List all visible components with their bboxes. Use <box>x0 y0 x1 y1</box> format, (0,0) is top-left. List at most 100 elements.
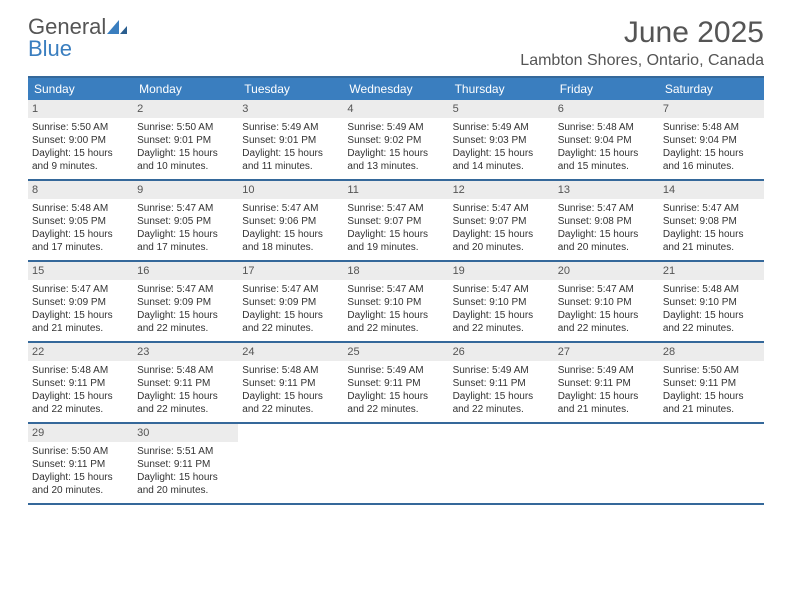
day-d2: and 15 minutes. <box>558 160 655 173</box>
day-24: 24 Sunrise: 5:48 AMSunset: 9:11 PMDayligh… <box>238 343 343 422</box>
day-sr: Sunrise: 5:48 AM <box>32 364 129 377</box>
day-12: 12Sunrise: 5:47 AMSunset: 9:07 PMDayligh… <box>449 181 554 260</box>
day-d2: and 21 minutes. <box>32 322 129 335</box>
day-ss: Sunset: 9:11 PM <box>663 377 760 390</box>
day-d1: Daylight: 15 hours <box>347 228 444 241</box>
day-d2: and 10 minutes. <box>137 160 234 173</box>
day-ss: Sunset: 9:01 PM <box>137 134 234 147</box>
day-sr: Sunrise: 5:47 AM <box>347 283 444 296</box>
day-d2: and 22 minutes. <box>558 322 655 335</box>
day-26: 26Sunrise: 5:49 AMSunset: 9:11 PMDayligh… <box>449 343 554 422</box>
day-sr: Sunrise: 5:49 AM <box>558 364 655 377</box>
day-number: 25 <box>343 343 448 361</box>
day-number: 4 <box>343 100 448 118</box>
day-sr: Sunrise: 5:47 AM <box>453 202 550 215</box>
day-d1: Daylight: 15 hours <box>32 471 129 484</box>
day-d1: Daylight: 15 hours <box>558 147 655 160</box>
day-ss: Sunset: 9:08 PM <box>558 215 655 228</box>
day-ss: Sunset: 9:11 PM <box>242 377 339 390</box>
day-d1: Daylight: 15 hours <box>32 390 129 403</box>
day-27: 27Sunrise: 5:49 AMSunset: 9:11 PMDayligh… <box>554 343 659 422</box>
day-sr: Sunrise: 5:48 AM <box>137 364 234 377</box>
day-d1: Daylight: 15 hours <box>137 471 234 484</box>
day-ss: Sunset: 9:11 PM <box>558 377 655 390</box>
dow-thursday: Thursday <box>449 78 554 100</box>
title-block: June 2025 Lambton Shores, Ontario, Canad… <box>520 16 764 70</box>
day-number: 19 <box>449 262 554 280</box>
day-d1: Daylight: 15 hours <box>137 147 234 160</box>
day-d1: Daylight: 15 hours <box>453 228 550 241</box>
day-number: 13 <box>554 181 659 199</box>
logo: General Blue <box>28 16 127 60</box>
day-sr: Sunrise: 5:50 AM <box>32 445 129 458</box>
dow-friday: Friday <box>554 78 659 100</box>
day-ss: Sunset: 9:05 PM <box>32 215 129 228</box>
day-d2: and 20 minutes. <box>32 484 129 497</box>
day-sr: Sunrise: 5:48 AM <box>663 283 760 296</box>
day-1: 1Sunrise: 5:50 AMSunset: 9:00 PMDaylight… <box>28 100 133 179</box>
sail-icon <box>107 16 127 30</box>
day-number: 14 <box>659 181 764 199</box>
day-sr: Sunrise: 5:47 AM <box>137 283 234 296</box>
day-number: 29 <box>28 424 133 442</box>
day-20: 20Sunrise: 5:47 AMSunset: 9:10 PMDayligh… <box>554 262 659 341</box>
day-d2: and 9 minutes. <box>32 160 129 173</box>
day-ss: Sunset: 9:11 PM <box>453 377 550 390</box>
day-ss: Sunset: 9:03 PM <box>453 134 550 147</box>
day-15: 15Sunrise: 5:47 AMSunset: 9:09 PMDayligh… <box>28 262 133 341</box>
day-ss: Sunset: 9:04 PM <box>558 134 655 147</box>
day-d2: and 22 minutes. <box>453 322 550 335</box>
day-sr: Sunrise: 5:48 AM <box>32 202 129 215</box>
day-5: 5Sunrise: 5:49 AMSunset: 9:03 PMDaylight… <box>449 100 554 179</box>
day-number: 21 <box>659 262 764 280</box>
day-number: 5 <box>449 100 554 118</box>
week-row: 1Sunrise: 5:50 AMSunset: 9:00 PMDaylight… <box>28 100 764 181</box>
day-sr: Sunrise: 5:49 AM <box>242 121 339 134</box>
day-8: 8Sunrise: 5:48 AMSunset: 9:05 PMDaylight… <box>28 181 133 260</box>
location: Lambton Shores, Ontario, Canada <box>520 52 764 70</box>
day-10: 10Sunrise: 5:47 AMSunset: 9:06 PMDayligh… <box>238 181 343 260</box>
day-d1: Daylight: 15 hours <box>32 228 129 241</box>
day-sr: Sunrise: 5:48 AM <box>558 121 655 134</box>
day-2: 2Sunrise: 5:50 AMSunset: 9:01 PMDaylight… <box>133 100 238 179</box>
day-d1: Daylight: 15 hours <box>32 147 129 160</box>
day-d1: Daylight: 15 hours <box>558 228 655 241</box>
day-number: 22 <box>28 343 133 361</box>
header: General Blue June 2025 Lambton Shores, O… <box>28 16 764 70</box>
day-d2: and 22 minutes. <box>137 322 234 335</box>
day-sr: Sunrise: 5:47 AM <box>242 202 339 215</box>
day-sr: Sunrise: 5:47 AM <box>347 202 444 215</box>
day-22: 22 Sunrise: 5:48 AMSunset: 9:11 PMDayligh… <box>28 343 133 422</box>
day-19: 19Sunrise: 5:47 AMSunset: 9:10 PMDayligh… <box>449 262 554 341</box>
day-13: 13Sunrise: 5:47 AMSunset: 9:08 PMDayligh… <box>554 181 659 260</box>
day-sr: Sunrise: 5:48 AM <box>242 364 339 377</box>
day-d2: and 22 minutes. <box>663 322 760 335</box>
day-sr: Sunrise: 5:47 AM <box>453 283 550 296</box>
day-ss: Sunset: 9:10 PM <box>347 296 444 309</box>
day-number: 11 <box>343 181 448 199</box>
day-d1: Daylight: 15 hours <box>347 309 444 322</box>
day-d1: Daylight: 15 hours <box>347 390 444 403</box>
day-ss: Sunset: 9:11 PM <box>32 377 129 390</box>
dow-row: SundayMondayTuesdayWednesdayThursdayFrid… <box>28 78 764 100</box>
day-number: 7 <box>659 100 764 118</box>
day-d1: Daylight: 15 hours <box>137 309 234 322</box>
day-sr: Sunrise: 5:49 AM <box>453 121 550 134</box>
day-d1: Daylight: 15 hours <box>242 228 339 241</box>
day-d1: Daylight: 15 hours <box>137 228 234 241</box>
day-number: 18 <box>343 262 448 280</box>
day-ss: Sunset: 9:07 PM <box>347 215 444 228</box>
day-d2: and 11 minutes. <box>242 160 339 173</box>
day-ss: Sunset: 9:08 PM <box>663 215 760 228</box>
day-number: 3 <box>238 100 343 118</box>
day-number: 12 <box>449 181 554 199</box>
day-empty <box>343 424 448 503</box>
day-d1: Daylight: 15 hours <box>242 390 339 403</box>
day-d2: and 22 minutes. <box>347 322 444 335</box>
day-number: 24 <box>238 343 343 361</box>
day-number: 28 <box>659 343 764 361</box>
day-number: 23 <box>133 343 238 361</box>
day-d1: Daylight: 15 hours <box>663 147 760 160</box>
day-d2: and 22 minutes. <box>347 403 444 416</box>
day-d2: and 20 minutes. <box>137 484 234 497</box>
